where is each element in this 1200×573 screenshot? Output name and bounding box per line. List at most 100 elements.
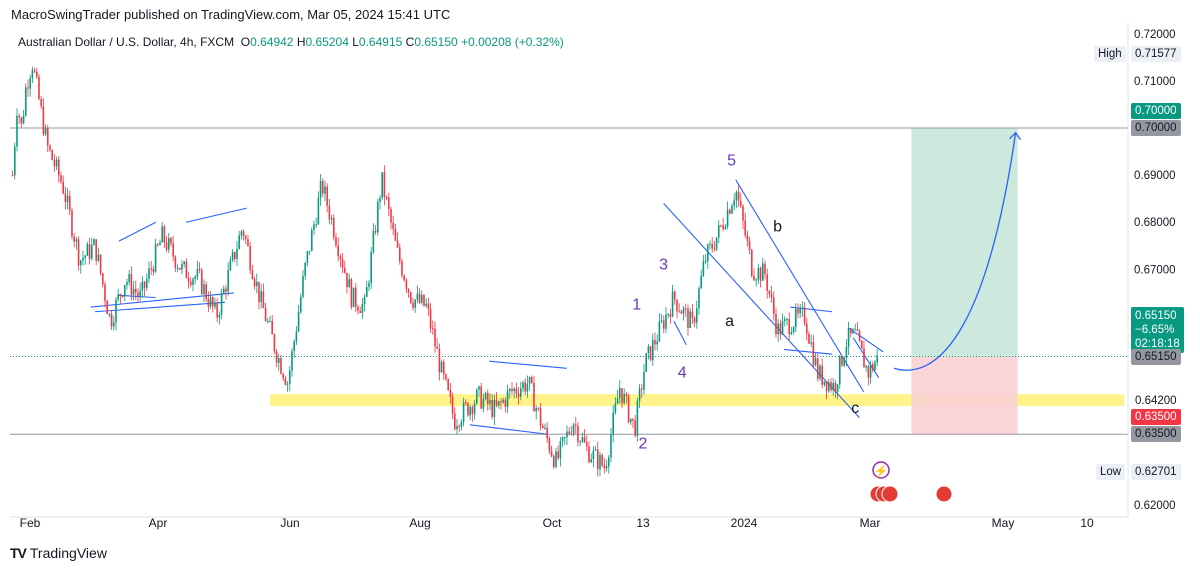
candle-body — [299, 296, 302, 313]
trendline — [783, 348, 833, 355]
candle-body — [308, 251, 311, 253]
candle-body — [852, 329, 854, 334]
candle-body — [720, 225, 722, 227]
candle-body — [27, 87, 29, 89]
candle-body — [737, 191, 740, 201]
candle-body — [192, 278, 194, 285]
candle-body — [744, 220, 746, 236]
candle-body — [269, 321, 271, 323]
candle-body — [845, 346, 848, 359]
candle-body — [528, 376, 531, 384]
candle-body — [434, 328, 436, 347]
candle-body — [330, 217, 333, 220]
candle-body — [447, 379, 449, 390]
candle-body — [874, 362, 876, 370]
candle-body — [546, 427, 548, 439]
candle-body — [568, 431, 570, 434]
candle-body — [53, 159, 56, 167]
candle-body — [420, 294, 423, 303]
candle-body — [579, 441, 581, 443]
candle-body — [324, 186, 326, 194]
candle-body — [427, 303, 430, 309]
candle-body — [810, 342, 812, 344]
trendline — [852, 337, 880, 379]
candle-body — [11, 175, 14, 177]
candle-body — [643, 372, 645, 390]
candle-body — [522, 382, 524, 389]
candle-body — [282, 373, 284, 379]
candle-body — [654, 339, 656, 345]
candle-body — [667, 313, 669, 315]
candle-body — [497, 401, 500, 406]
candle-body — [293, 341, 295, 352]
current-box-line: 0.65150 — [1135, 309, 1177, 322]
candle-body — [359, 310, 361, 314]
x-tick-label: Feb — [20, 516, 41, 530]
tradingview-logo-icon[interactable]: TV — [10, 545, 27, 561]
wave-label: a — [725, 313, 734, 330]
candle-body — [592, 450, 595, 460]
candle-body — [55, 159, 58, 167]
candle-body — [651, 339, 654, 360]
candle-body — [38, 76, 40, 100]
open-value: 0.64942 — [250, 35, 294, 49]
candle-body — [154, 244, 157, 272]
candle-body — [726, 209, 729, 227]
candle-body — [170, 238, 172, 244]
candle-body — [621, 388, 623, 404]
candle-body — [812, 342, 815, 366]
lightning-event-icon — [872, 461, 890, 479]
candle-body — [163, 226, 166, 243]
candle-body — [757, 267, 760, 280]
annotations-layer: 1 2 3 4 5 a b c ⚡ — [632, 153, 953, 503]
candle-body — [42, 106, 45, 135]
wave-label: 1 — [632, 296, 641, 313]
candle-body — [370, 252, 372, 283]
candle-body — [326, 186, 328, 206]
candle-body — [332, 217, 335, 238]
candle-body — [849, 328, 852, 334]
stop-grey-tag: 0.63500 — [1131, 426, 1181, 443]
candle-body — [658, 321, 661, 342]
trendline — [489, 360, 567, 369]
trendline — [848, 327, 884, 353]
symbol-name[interactable]: Australian Dollar / U.S. Dollar, 4h, FXC… — [18, 35, 235, 49]
candle-body — [552, 456, 555, 467]
candle-body — [414, 299, 416, 308]
candle-body — [390, 209, 392, 223]
y-tick-label: 0.62000 — [1134, 500, 1176, 512]
candle-body — [128, 274, 130, 283]
candle-body — [405, 280, 408, 290]
symbol-bar: Australian Dollar / U.S. Dollar, 4h, FXC… — [18, 35, 564, 49]
candle-body — [79, 260, 82, 266]
projection-arrowhead-icon — [1009, 131, 1022, 141]
close-value: 0.65150 — [414, 35, 458, 49]
candle-body — [574, 424, 577, 426]
candle-body — [869, 364, 872, 378]
candle-body — [797, 308, 799, 314]
candle-body — [200, 269, 203, 294]
candle-body — [555, 451, 557, 467]
candle-body — [216, 302, 218, 318]
candle-body — [101, 273, 104, 285]
candle-body — [614, 403, 617, 413]
candle-body — [306, 251, 309, 263]
candle-body — [139, 290, 141, 297]
candle-body — [464, 402, 467, 404]
candle-body — [480, 386, 482, 409]
candle-body — [618, 388, 621, 399]
candle-body — [275, 351, 278, 363]
candle-body — [126, 282, 128, 286]
candle-body — [687, 308, 689, 328]
x-tick-label: 2024 — [731, 516, 758, 530]
candle-body — [451, 396, 454, 414]
candle-body — [482, 398, 485, 409]
candle-body — [431, 328, 434, 330]
candle-body — [876, 355, 878, 363]
candle-body — [387, 197, 390, 210]
candle-body — [779, 323, 782, 335]
candle-body — [35, 71, 38, 77]
candle-body — [394, 228, 397, 241]
candle-body — [231, 251, 234, 261]
